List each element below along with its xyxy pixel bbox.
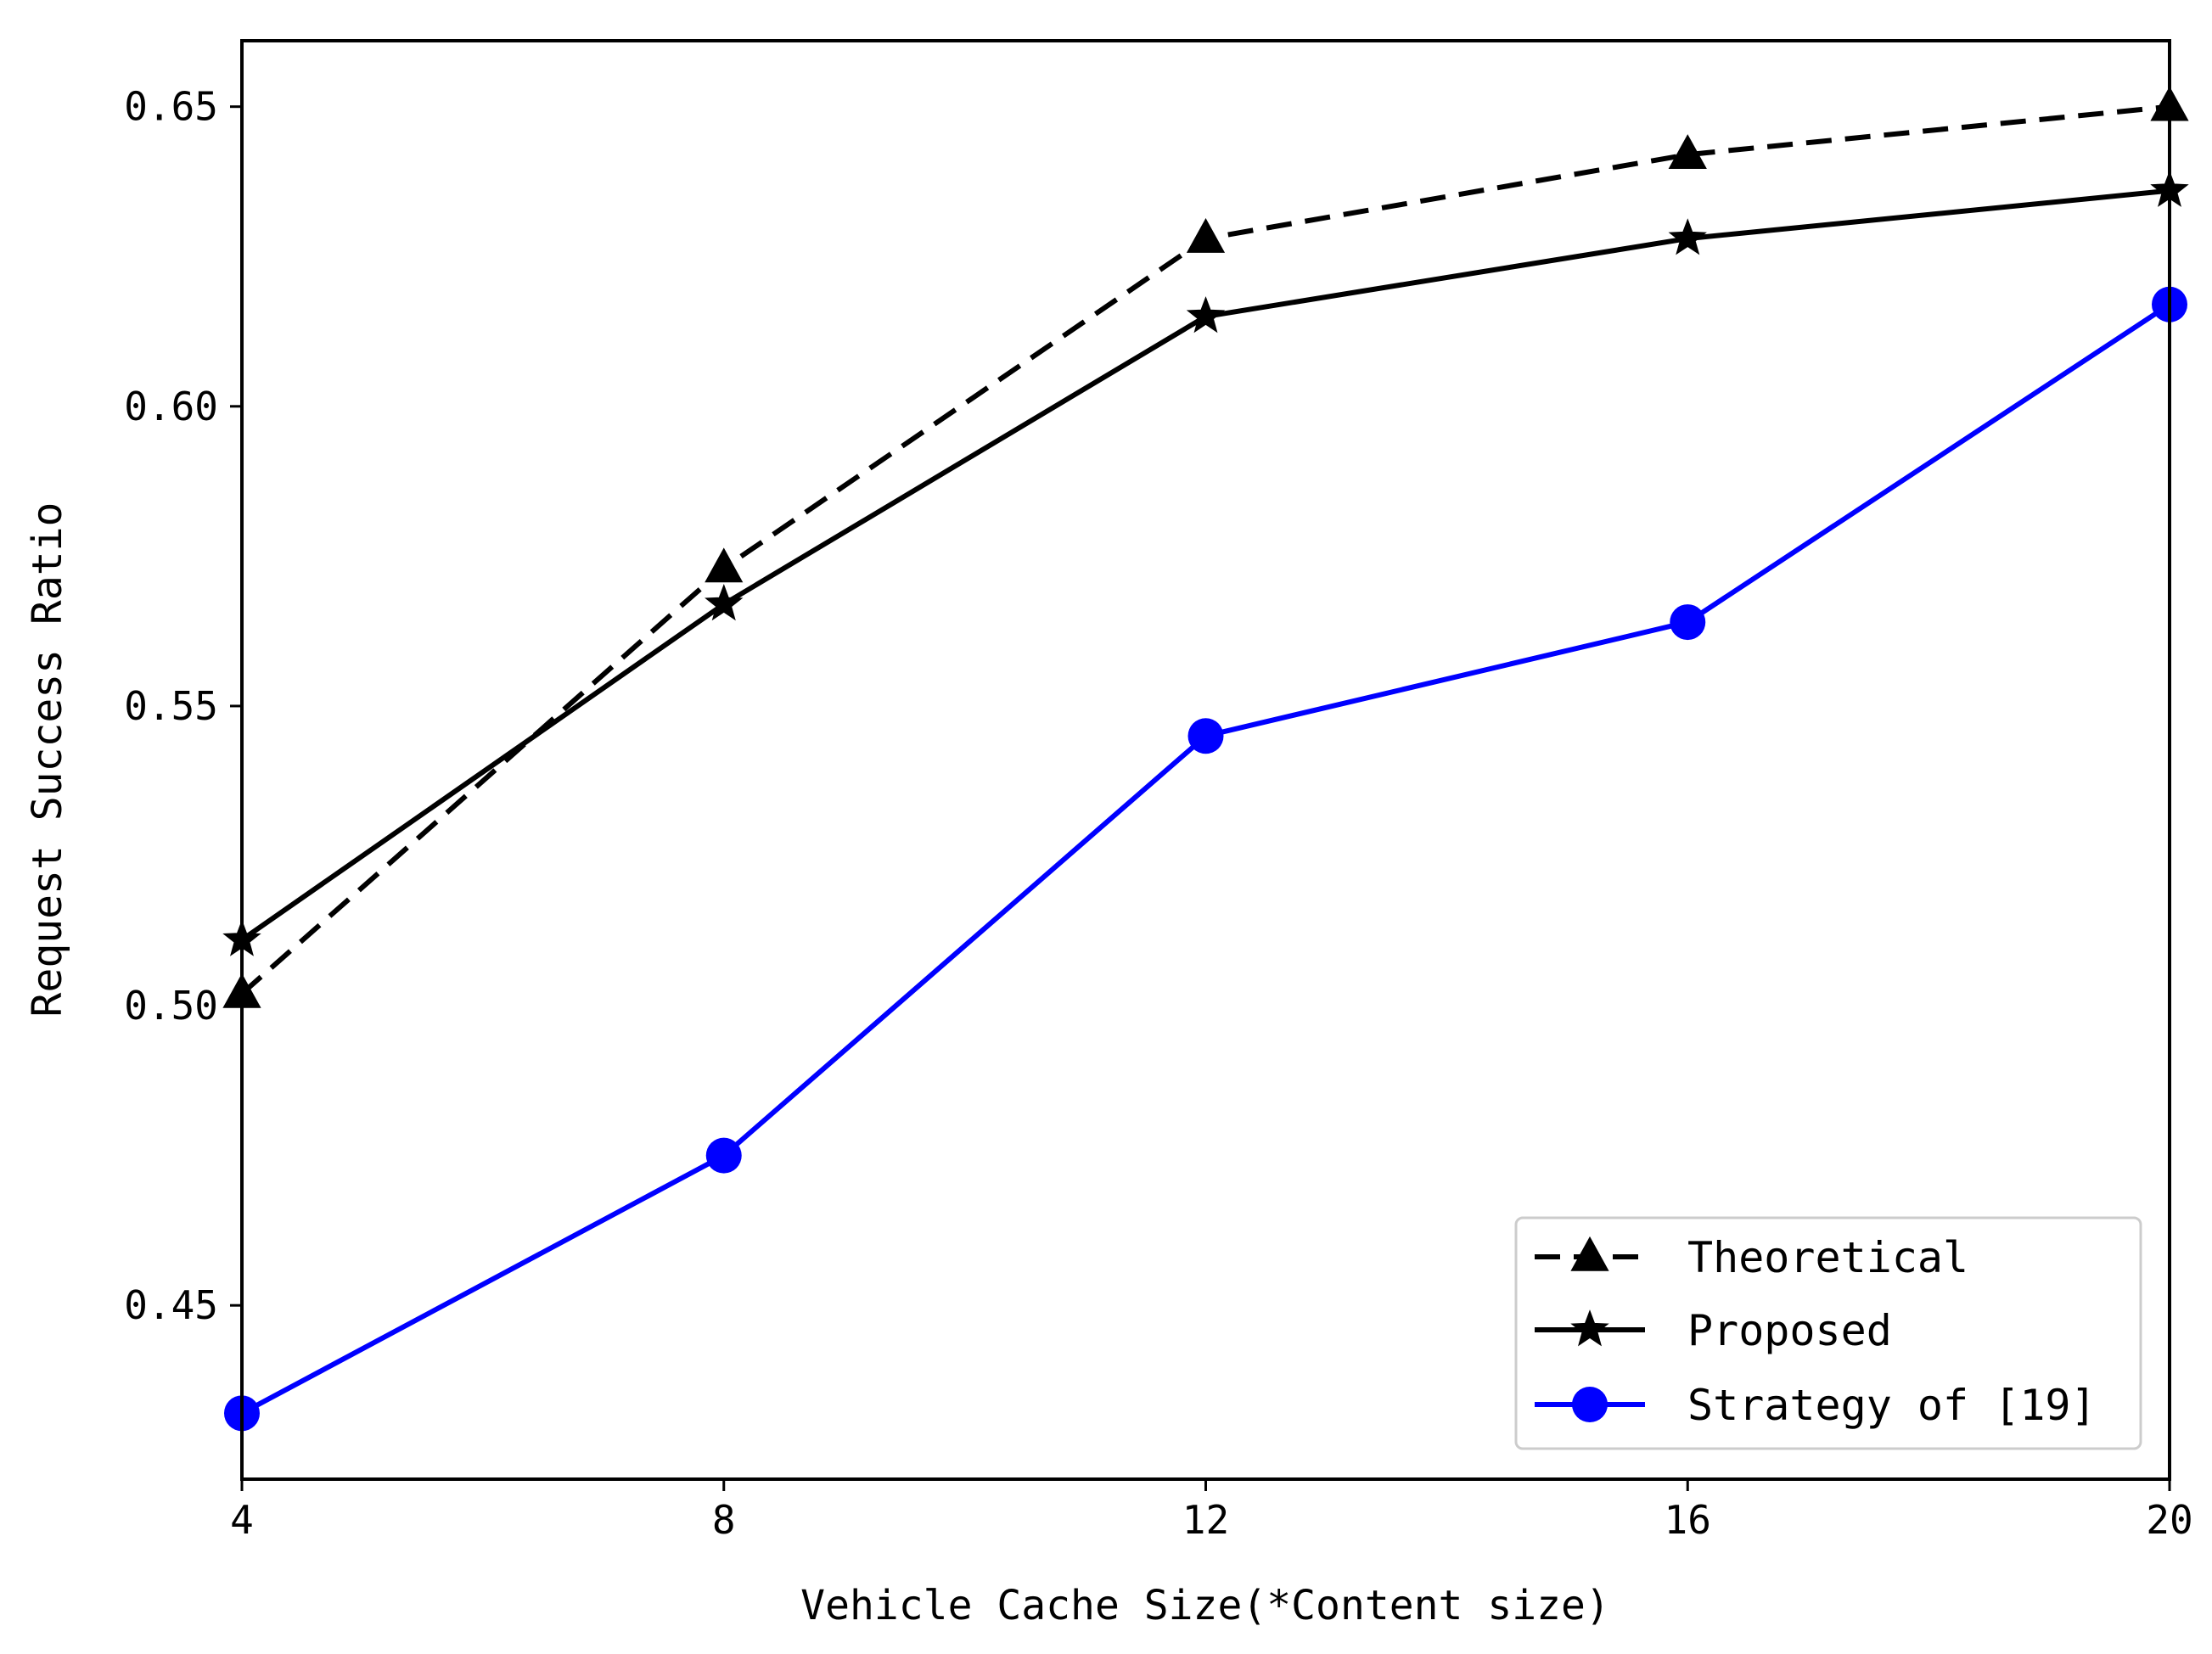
chart: 4 8 12 16 20 0.45 0.50 0.55 0.60 0.65 Vehicle Cac… <box>0 0 2212 1654</box>
legend: Theoretical Proposed Strategy of [19] <box>1516 1218 2141 1449</box>
y-tick-label: 0.65 <box>124 84 218 130</box>
y-axis-title: Request Success Ratio <box>24 502 71 1018</box>
series-3-point-2 <box>706 1138 742 1174</box>
series-3-point-4 <box>1670 604 1705 640</box>
x-axis-title: Vehicle Cache Size(*Content size) <box>800 1582 1610 1629</box>
y-tick-label: 0.55 <box>124 683 218 729</box>
x-tick-label: 4 <box>230 1497 254 1543</box>
legend-label: Strategy of [19] <box>1687 1381 2097 1430</box>
legend-label: Proposed <box>1687 1306 1892 1355</box>
x-tick-label: 8 <box>712 1497 736 1543</box>
legend-marker <box>1572 1387 1608 1422</box>
y-tick-label: 0.50 <box>124 983 218 1029</box>
series-3-point-3 <box>1188 718 1224 754</box>
y-tick-label: 0.45 <box>124 1282 218 1328</box>
x-tick-label: 12 <box>1182 1497 1229 1543</box>
y-tick-label: 0.60 <box>124 384 218 429</box>
x-tick-label: 20 <box>2146 1497 2192 1543</box>
legend-label: Theoretical <box>1687 1233 1968 1282</box>
x-tick-label: 16 <box>1665 1497 1711 1543</box>
